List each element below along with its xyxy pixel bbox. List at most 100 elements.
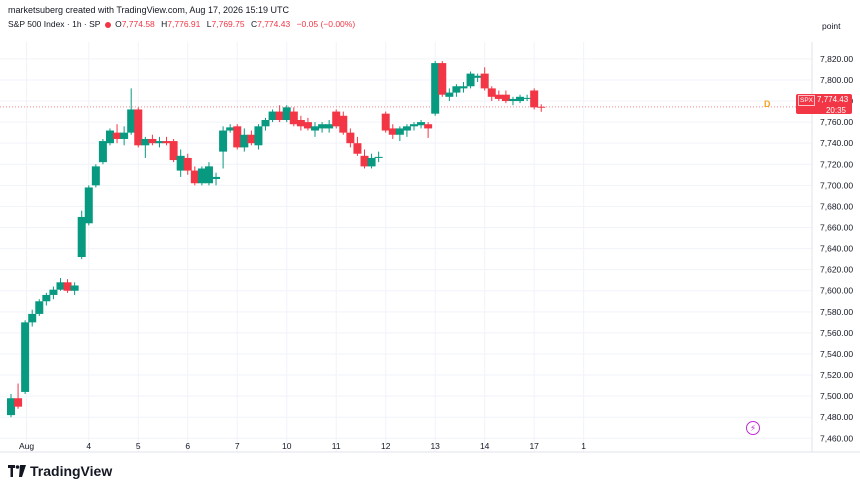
candle[interactable] <box>35 299 44 317</box>
candle[interactable] <box>424 122 433 138</box>
candle[interactable] <box>508 96 517 106</box>
candle[interactable] <box>402 124 411 137</box>
candle[interactable] <box>487 86 496 102</box>
candle[interactable] <box>155 136 164 148</box>
candle[interactable] <box>212 172 221 186</box>
candle[interactable] <box>183 153 192 175</box>
time-axis[interactable]: Aug 4 5 6 7 10 11 12 13 14 17 1 <box>19 441 586 451</box>
candle[interactable] <box>438 60 447 97</box>
candle[interactable] <box>367 153 376 169</box>
candle[interactable] <box>303 117 312 131</box>
candle[interactable] <box>113 124 122 144</box>
candle-body <box>508 98 517 102</box>
candle-body <box>296 119 305 127</box>
candle[interactable] <box>233 124 242 150</box>
candle[interactable] <box>537 104 546 112</box>
candle[interactable] <box>162 136 171 146</box>
candle[interactable] <box>91 164 100 188</box>
candle-body <box>530 90 539 108</box>
candle[interactable] <box>77 210 86 260</box>
candle[interactable] <box>7 394 15 418</box>
symbol-title[interactable]: S&P 500 Index · 1h · SP <box>8 19 101 29</box>
candle[interactable] <box>56 278 65 291</box>
candle[interactable] <box>353 136 362 156</box>
candle-body <box>537 106 546 108</box>
price-tag-symbol: SPX <box>798 95 816 106</box>
y-tick-label: 7,540.00 <box>820 349 853 359</box>
candle[interactable] <box>516 94 525 104</box>
candle[interactable] <box>127 88 136 135</box>
candle[interactable] <box>473 73 482 83</box>
candle[interactable] <box>70 282 79 295</box>
candle[interactable] <box>28 309 37 327</box>
candle[interactable] <box>296 115 305 131</box>
scale-mode-label[interactable]: point <box>822 21 841 31</box>
candle-body <box>219 130 228 152</box>
candle[interactable] <box>148 134 157 146</box>
candle[interactable] <box>134 107 143 148</box>
candle[interactable] <box>452 84 461 97</box>
y-tick-label: 7,580.00 <box>820 307 853 317</box>
candle[interactable] <box>282 105 291 123</box>
candle-body <box>445 92 454 97</box>
candle[interactable] <box>388 124 397 139</box>
candle-body <box>233 126 242 148</box>
candle[interactable] <box>42 292 51 306</box>
candle[interactable] <box>325 119 334 133</box>
candle[interactable] <box>105 128 114 146</box>
candle[interactable] <box>311 122 320 137</box>
dividend-marker[interactable]: D <box>764 99 771 109</box>
candle[interactable] <box>466 71 475 89</box>
candle[interactable] <box>480 67 489 91</box>
candle[interactable] <box>360 149 369 169</box>
candle[interactable] <box>169 138 178 163</box>
candle[interactable] <box>275 105 284 123</box>
candle[interactable] <box>374 151 383 163</box>
candle[interactable] <box>141 136 150 158</box>
candle[interactable] <box>120 126 129 146</box>
candle[interactable] <box>190 166 199 186</box>
candle[interactable] <box>445 88 454 102</box>
candle[interactable] <box>417 119 426 129</box>
high-value: 7,776.91 <box>167 19 201 29</box>
candle[interactable] <box>98 138 107 165</box>
candle[interactable] <box>84 185 93 226</box>
candle[interactable] <box>226 124 235 133</box>
candle[interactable] <box>431 60 440 116</box>
candle[interactable] <box>63 279 72 293</box>
candle[interactable] <box>332 109 341 129</box>
candle[interactable] <box>494 90 503 102</box>
candle[interactable] <box>395 126 404 142</box>
candle[interactable] <box>501 90 510 104</box>
candle[interactable] <box>197 166 206 186</box>
candles[interactable] <box>7 60 546 418</box>
candle[interactable] <box>254 124 263 150</box>
candle[interactable] <box>261 117 270 131</box>
candle[interactable] <box>204 162 213 186</box>
candle-body <box>473 75 482 78</box>
candle[interactable] <box>289 107 298 127</box>
candle[interactable] <box>240 128 249 152</box>
candle[interactable] <box>49 286 58 300</box>
candle[interactable] <box>219 126 228 169</box>
candle[interactable] <box>409 122 418 131</box>
candle[interactable] <box>523 94 532 102</box>
candle[interactable] <box>318 122 327 133</box>
candle[interactable] <box>346 128 355 148</box>
candle-body <box>438 63 447 95</box>
lightning-icon[interactable]: ⚡︎ <box>746 421 760 435</box>
y-tick-label: 7,740.00 <box>820 138 853 148</box>
candle[interactable] <box>459 82 468 93</box>
candle[interactable] <box>21 320 30 395</box>
x-tick-label: 1 <box>581 441 586 451</box>
candle[interactable] <box>247 130 256 146</box>
candle[interactable] <box>268 109 277 123</box>
candle[interactable] <box>381 111 390 133</box>
candle[interactable] <box>530 88 539 110</box>
candle-body <box>28 313 37 323</box>
candle-body <box>289 111 298 125</box>
candle[interactable] <box>339 111 348 135</box>
candle[interactable] <box>176 149 185 177</box>
candle[interactable] <box>14 383 23 409</box>
